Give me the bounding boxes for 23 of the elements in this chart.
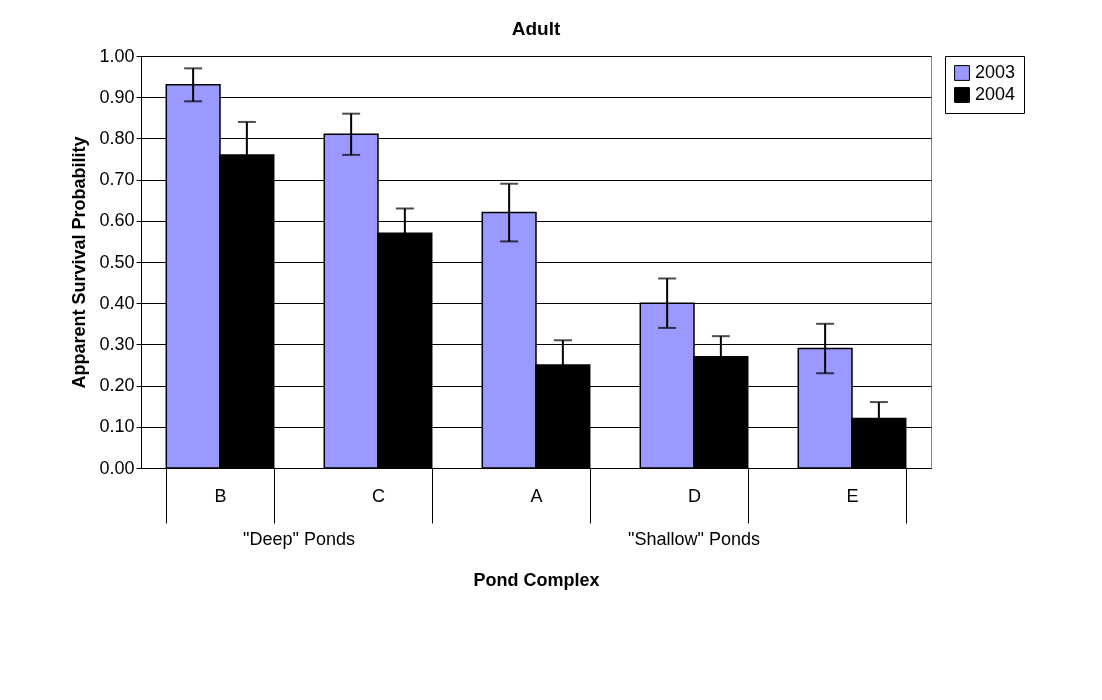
y-tick-label: 1.00 <box>99 45 135 66</box>
y-tick-label: 0.10 <box>99 416 135 437</box>
y-tick-label: 0.70 <box>99 169 135 190</box>
chart-title: Adult <box>511 18 561 39</box>
legend-label: 2004 <box>975 84 1016 104</box>
x-tick-label: C <box>372 485 385 506</box>
y-tick-label: 0.80 <box>99 127 135 148</box>
text: "Deep" Ponds <box>243 529 355 549</box>
y-axis-title: Apparent Survival Probability <box>69 136 90 389</box>
x-tick-label: D <box>688 485 701 506</box>
x-axis-title: Pond Complex <box>473 570 600 590</box>
text: "Shallow" Ponds <box>628 529 760 549</box>
legend-label: 2003 <box>975 62 1016 82</box>
y-tick-label: 0.30 <box>99 333 135 354</box>
y-tick-label: 0.20 <box>99 375 135 396</box>
y-tick-label: 0.00 <box>99 457 135 478</box>
y-tick-label: 0.90 <box>99 86 135 107</box>
y-tick-label: 0.60 <box>99 210 135 231</box>
x-tick-label: B <box>214 485 227 506</box>
x-tick-label: E <box>846 485 859 506</box>
x-tick-label: A <box>530 485 543 506</box>
y-tick-label: 0.40 <box>99 292 135 313</box>
y-tick-label: 0.50 <box>99 251 135 272</box>
